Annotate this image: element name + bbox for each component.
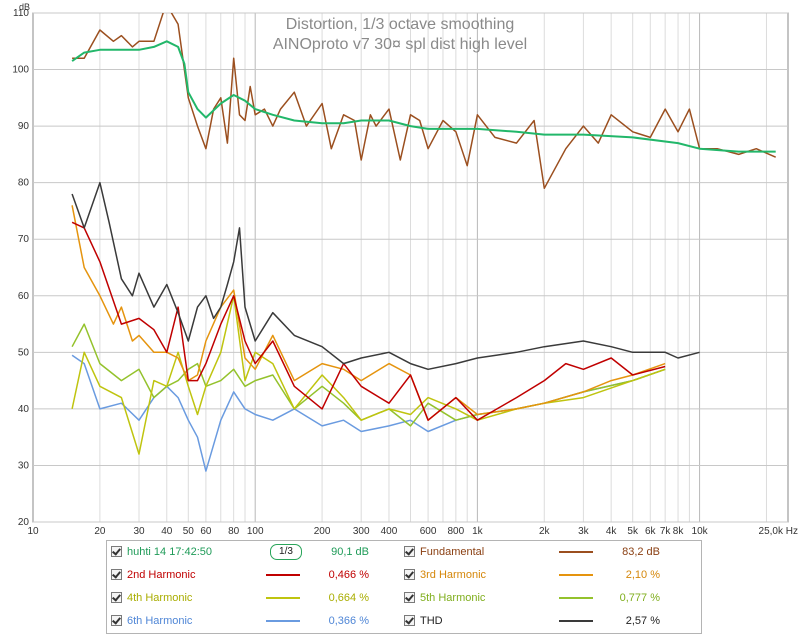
checkbox-thd[interactable] [404, 615, 415, 626]
y-tick-label: 30 [18, 460, 30, 471]
checkbox-2nd-harmonic[interactable] [111, 569, 122, 580]
checkbox-3rd-harmonic[interactable] [404, 569, 415, 580]
legend-item-measurement[interactable]: huhti 14 17:42:50 1/3 90,1 dB [111, 543, 401, 561]
checkbox-6th-harmonic[interactable] [111, 615, 122, 626]
legend-label: THD [420, 615, 443, 627]
chart-title: Distortion, 1/3 octave smoothing [286, 16, 515, 33]
y-tick-label: 80 [18, 178, 30, 189]
legend-label: 5th Harmonic [420, 592, 486, 604]
checkbox-5th-harmonic[interactable] [404, 592, 415, 603]
legend-label: 3rd Harmonic [420, 569, 487, 581]
legend-item-2nd-harmonic[interactable]: 2nd Harmonic 0,466 % [111, 566, 401, 584]
legend-label: Fundamental [420, 546, 485, 558]
x-tick-label: 60 [200, 526, 212, 536]
legend-item-3rd-harmonic[interactable]: 3rd Harmonic 2,10 % [404, 566, 694, 584]
legend-value: 0,466 % [328, 569, 369, 581]
x-tick-label: 2k [539, 526, 551, 536]
legend-value: 83,2 dB [622, 546, 660, 558]
y-tick-label: 110 [13, 8, 29, 19]
y-tick-label: 60 [18, 291, 30, 302]
legend-swatch [559, 574, 593, 576]
y-tick-label: 40 [18, 404, 30, 415]
x-tick-label: 10k [692, 526, 709, 536]
legend-value: 90,1 dB [331, 546, 369, 558]
legend-value: 0,664 % [328, 592, 369, 604]
series-layer [71, 13, 777, 472]
legend-swatch [266, 574, 300, 576]
legend-label: huhti 14 17:42:50 [127, 546, 213, 558]
series-line-3rd-harmonic [71, 205, 666, 421]
x-tick-label: 7k [660, 526, 672, 536]
legend-item-thd[interactable]: THD 2,57 % [404, 612, 694, 630]
legend-value: 2,57 % [625, 615, 660, 627]
legend: huhti 14 17:42:50 1/3 90,1 dB Fundamenta… [106, 540, 702, 634]
y-tick-label: 20 [18, 517, 30, 528]
x-tick-label: 5k [627, 526, 639, 536]
series-line-fundamental [72, 13, 777, 190]
x-tick-label: 300 [353, 526, 370, 536]
x-tick-label: 80 [228, 526, 240, 536]
x-tick-label: 8k [673, 526, 685, 536]
legend-item-5th-harmonic[interactable]: 5th Harmonic 0,777 % [404, 589, 694, 607]
x-tick-label: 6k [645, 526, 657, 536]
legend-item-fundamental[interactable]: Fundamental 83,2 dB [404, 543, 694, 561]
x-tick-label: 200 [314, 526, 331, 536]
x-tick-label: 800 [448, 526, 465, 536]
legend-label: 6th Harmonic [127, 615, 193, 627]
y-tick-label: 50 [18, 347, 30, 358]
x-tick-label: 1k [472, 526, 484, 536]
chart-subtitle: AINOproto v7 30¤ spl dist high level [273, 36, 527, 53]
x-tick-label: 30 [133, 526, 145, 536]
legend-value: 0,777 % [619, 592, 660, 604]
checkbox-fundamental[interactable] [404, 546, 415, 557]
checkbox-4th-harmonic[interactable] [111, 592, 122, 603]
x-tick-label: 50 [183, 526, 195, 536]
legend-value: 0,366 % [328, 615, 369, 627]
x-tick-label: 400 [381, 526, 398, 536]
x-tick-label: 3k [578, 526, 590, 536]
x-tick-label: 40 [161, 526, 173, 536]
legend-label: 2nd Harmonic [127, 569, 196, 581]
checkbox-measurement[interactable] [111, 546, 122, 557]
legend-swatch [559, 597, 593, 599]
series-line-huhti-14-17-42-50 [71, 40, 776, 153]
legend-swatch [266, 597, 300, 599]
y-tick-label: 90 [18, 121, 30, 132]
legend-item-6th-harmonic[interactable]: 6th Harmonic 0,366 % [111, 612, 401, 630]
x-tick-label: 4k [606, 526, 618, 536]
y-tick-label: 100 [12, 65, 29, 76]
series-line-thd [71, 181, 700, 371]
legend-swatch [559, 620, 593, 622]
x-tick-label: 10 [27, 526, 39, 536]
y-tick-label: 70 [18, 234, 30, 245]
y-axis-label: dB [19, 2, 30, 12]
x-tick-label: 25,0k Hz [759, 526, 798, 536]
grid [33, 12, 788, 523]
x-tick-label: 100 [247, 526, 264, 536]
x-tick-label: 20 [94, 526, 106, 536]
legend-value: 2,10 % [625, 569, 660, 581]
legend-item-4th-harmonic[interactable]: 4th Harmonic 0,664 % [111, 589, 401, 607]
legend-swatch [559, 551, 593, 553]
series-line-2nd-harmonic [71, 221, 666, 421]
smoothing-button[interactable]: 1/3 [270, 544, 302, 560]
x-tick-label: 600 [420, 526, 437, 536]
legend-swatch [266, 620, 300, 622]
legend-label: 4th Harmonic [127, 592, 193, 604]
series-line-4th-harmonic [71, 295, 666, 455]
